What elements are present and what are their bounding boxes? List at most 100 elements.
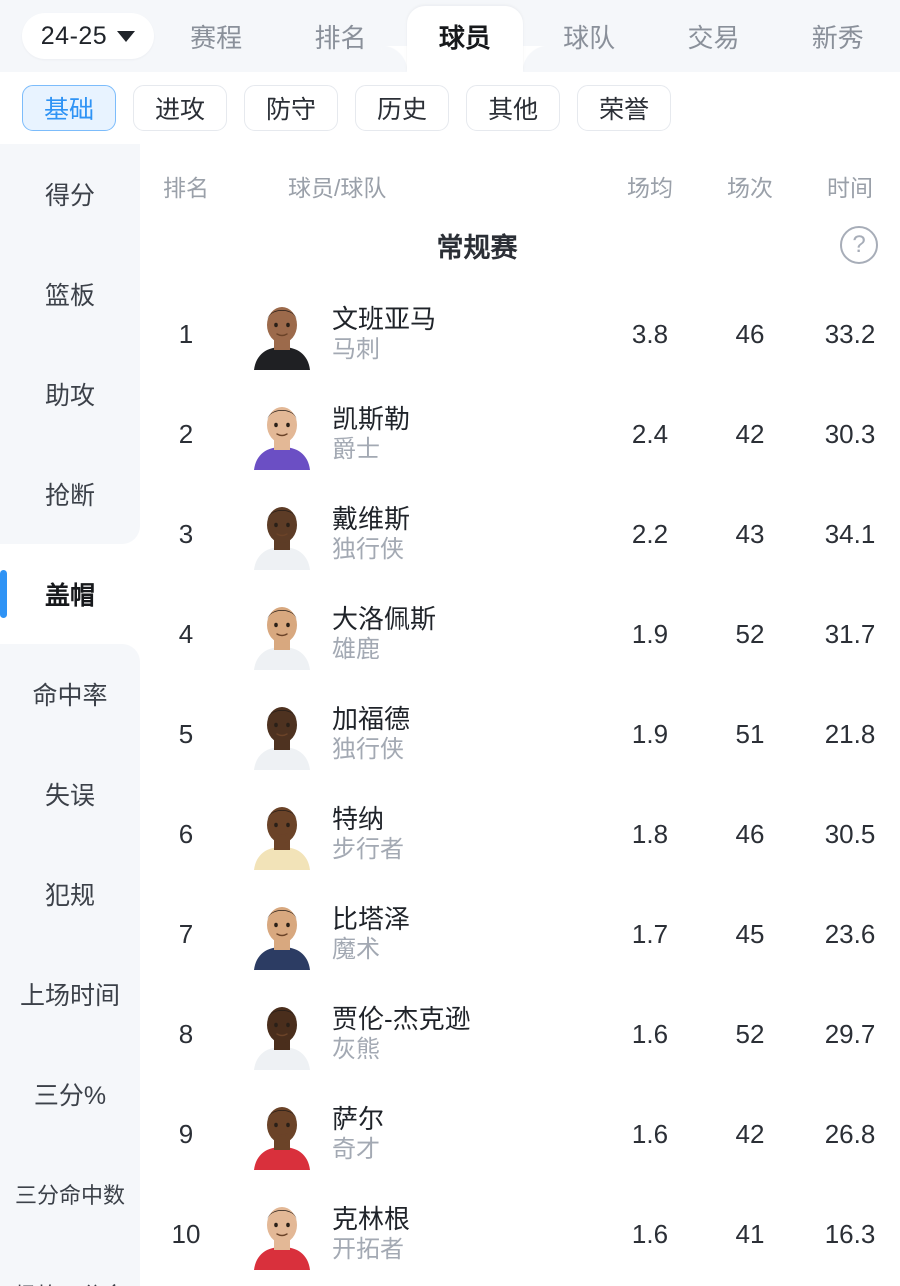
player-name: 加福德	[332, 703, 411, 734]
tab-3[interactable]: 球队	[527, 0, 651, 72]
row-minutes: 30.3	[824, 418, 876, 449]
sidebar-item-5[interactable]: 命中率	[0, 644, 140, 744]
category-chip-1[interactable]: 进攻	[133, 85, 228, 131]
sidebar-item-2[interactable]: 助攻	[0, 344, 140, 444]
table-row[interactable]: 6 特纳 步行者 1.8 46 30.5	[140, 784, 900, 884]
row-games: 46	[735, 818, 765, 849]
row-games: 52	[735, 1018, 765, 1049]
season-type-section: 常规赛 ?	[140, 206, 900, 284]
table-row[interactable]: 8 贾伦-杰克逊 灰熊 1.6 52 29.7	[140, 984, 900, 1084]
sidebar-item-7[interactable]: 犯规	[0, 844, 140, 944]
table-row[interactable]: 1 文班亚马 马刺 3.8 46 33.2	[140, 284, 900, 384]
sidebar-item-10[interactable]: 三分命中数	[0, 1144, 140, 1244]
player-name: 萨尔	[332, 1103, 385, 1134]
sidebar-item-9[interactable]: 三分%	[0, 1044, 140, 1144]
sidebar-item-0[interactable]: 得分	[0, 144, 140, 244]
column-header-rank[interactable]: 排名	[163, 175, 209, 201]
player-cell[interactable]: 克林根 开拓者	[232, 1198, 600, 1270]
season-selector[interactable]: 24-25	[22, 13, 154, 59]
player-text-block: 加福德 独行侠	[332, 703, 411, 764]
category-chip-5[interactable]: 荣誉	[577, 85, 672, 131]
player-text-block: 克林根 开拓者	[332, 1204, 410, 1264]
player-text-block: 萨尔 奇才	[332, 1103, 385, 1164]
row-average: 1.8	[631, 818, 669, 849]
main-tab-list: 赛程 排名 球员 球队 交易 新秀	[154, 0, 900, 72]
row-games: 51	[735, 718, 765, 749]
row-rank: 7	[178, 918, 194, 949]
player-text-block: 贾伦-杰克逊 灰熊	[332, 1004, 471, 1064]
category-chip-0[interactable]: 基础	[22, 85, 117, 131]
player-cell[interactable]: 加福德 独行侠	[232, 698, 600, 770]
tab-active-2[interactable]: 球员	[403, 0, 527, 72]
season-selector-label: 24-25	[40, 21, 108, 50]
player-headshot-avatar	[248, 1098, 316, 1170]
player-cell[interactable]: 文班亚马 马刺	[232, 298, 600, 370]
tab-4[interactable]: 交易	[651, 0, 775, 72]
column-header-minutes[interactable]: 时间	[827, 175, 873, 201]
tab-label: 赛程	[190, 22, 243, 53]
player-headshot-avatar	[248, 498, 316, 570]
sidebar-item-11[interactable]: 场均三分命	[0, 1244, 140, 1286]
table-row[interactable]: 7 比塔泽 魔术 1.7 45 23.6	[140, 884, 900, 984]
player-name: 戴维斯	[332, 503, 411, 534]
category-chip-row: 基础 进攻 防守 历史 其他 荣誉	[0, 72, 900, 144]
column-header-player[interactable]: 球员/球队	[288, 175, 387, 201]
player-cell[interactable]: 贾伦-杰克逊 灰熊	[232, 998, 600, 1070]
tab-1[interactable]: 排名	[278, 0, 402, 72]
player-text-block: 大洛佩斯 雄鹿	[332, 603, 437, 664]
table-row[interactable]: 4 大洛佩斯 雄鹿 1.9 52 31.7	[140, 584, 900, 684]
row-games: 42	[735, 418, 765, 449]
player-cell[interactable]: 萨尔 奇才	[232, 1098, 600, 1170]
sidebar-item-6[interactable]: 失误	[0, 744, 140, 844]
category-chip-3[interactable]: 历史	[355, 85, 450, 131]
table-row[interactable]: 3 戴维斯 独行侠 2.2 43 34.1	[140, 484, 900, 584]
tab-label: 球员	[438, 22, 491, 53]
table-row[interactable]: 5 加福德 独行侠 1.9 51 21.8	[140, 684, 900, 784]
row-rank: 8	[178, 1018, 194, 1049]
row-rank: 1	[178, 318, 194, 349]
sidebar-item-4[interactable]: 盖帽	[0, 544, 140, 644]
sidebar-item-1[interactable]: 篮板	[0, 244, 140, 344]
table-row[interactable]: 9 萨尔 奇才 1.6 42 26.8	[140, 1084, 900, 1184]
player-team: 爵士	[332, 435, 380, 463]
row-minutes: 23.6	[824, 918, 876, 949]
category-chip-2[interactable]: 防守	[244, 85, 339, 131]
player-cell[interactable]: 大洛佩斯 雄鹿	[232, 598, 600, 670]
table-header-row: 排名 球员/球队 场均 场次 时间	[140, 144, 900, 206]
player-team: 独行侠	[332, 735, 404, 763]
row-average: 1.9	[631, 718, 669, 749]
tab-label: 交易	[687, 22, 740, 53]
sidebar-item-8[interactable]: 上场时间	[0, 944, 140, 1044]
help-question-icon[interactable]: ?	[840, 226, 878, 264]
player-team: 步行者	[332, 835, 404, 863]
player-cell[interactable]: 特纳 步行者	[232, 798, 600, 870]
row-rank: 10	[171, 1218, 201, 1249]
player-name: 特纳	[332, 803, 385, 834]
player-text-block: 凯斯勒 爵士	[332, 404, 410, 464]
player-cell[interactable]: 比塔泽 魔术	[232, 898, 600, 970]
player-cell[interactable]: 戴维斯 独行侠	[232, 498, 600, 570]
sidebar-item-3[interactable]: 抢断	[0, 444, 140, 544]
row-rank: 3	[178, 518, 194, 549]
player-name: 比塔泽	[332, 903, 411, 934]
player-team: 魔术	[332, 935, 380, 963]
player-headshot-avatar	[248, 298, 316, 370]
category-chip-4[interactable]: 其他	[466, 85, 561, 131]
tab-5[interactable]: 新秀	[776, 0, 900, 72]
player-headshot-avatar	[248, 1198, 316, 1270]
column-header-average[interactable]: 场均	[627, 175, 673, 201]
row-rank: 2	[178, 418, 194, 449]
column-header-games[interactable]: 场次	[727, 175, 773, 201]
section-title: 常规赛	[436, 232, 518, 263]
player-team: 奇才	[332, 1135, 380, 1163]
player-cell[interactable]: 凯斯勒 爵士	[232, 398, 600, 470]
player-headshot-avatar	[248, 398, 316, 470]
row-average: 1.6	[631, 1218, 669, 1249]
player-name: 大洛佩斯	[332, 603, 437, 634]
tab-0[interactable]: 赛程	[154, 0, 278, 72]
table-row[interactable]: 10 克林根 开拓者 1.6 41 16.3	[140, 1184, 900, 1284]
row-average: 1.6	[631, 1018, 669, 1049]
table-row[interactable]: 2 凯斯勒 爵士 2.4 42 30.3	[140, 384, 900, 484]
row-average: 1.7	[631, 918, 669, 949]
